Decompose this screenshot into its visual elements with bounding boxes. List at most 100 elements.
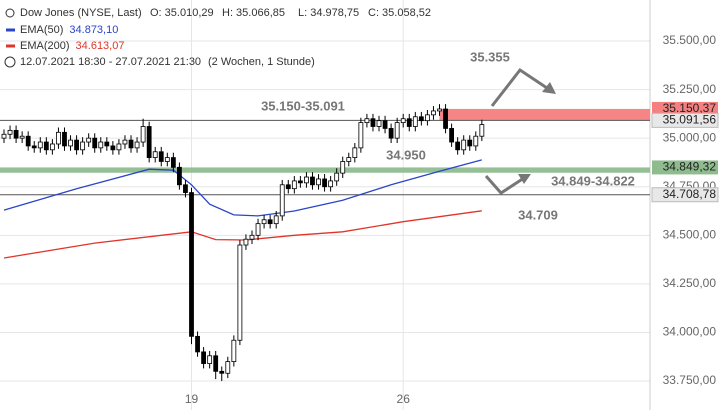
candle-body [7, 129, 13, 135]
candle-body [340, 161, 346, 174]
candle-body [358, 122, 364, 149]
candle-body [382, 120, 388, 129]
candle-body [231, 339, 237, 363]
candle-body [388, 128, 394, 139]
candle-body [1, 133, 7, 139]
candle-body [62, 131, 67, 147]
candle-body [479, 124, 485, 137]
candle-body [37, 141, 43, 149]
clock-icon [4, 56, 16, 68]
price-tag [651, 187, 719, 203]
arrow-head [542, 82, 556, 94]
ema-line [3, 210, 482, 259]
annotation: 34.709 [518, 207, 558, 222]
y-tick-label: 35.000,00 [663, 130, 717, 144]
candle-body [177, 166, 182, 186]
candle-body [279, 184, 285, 217]
candle-body [183, 184, 188, 193]
candle-body [104, 141, 110, 147]
candle-body [425, 114, 430, 122]
annotation: 34.849-34.822 [551, 173, 635, 188]
candle-body [255, 223, 261, 236]
price-tag-label: 34.708,78 [663, 187, 717, 201]
candle-body [56, 131, 61, 145]
candle-body [261, 219, 267, 225]
candle-body [219, 370, 225, 374]
candle-body [304, 176, 309, 184]
ohlc-value: H: 35.066,85 [222, 7, 285, 19]
candle-body [189, 192, 194, 337]
candle-body [49, 143, 55, 151]
annotation: 35.150-35.091 [261, 98, 345, 113]
arrow-head [518, 174, 531, 184]
candle-body [455, 141, 461, 151]
candle-body [146, 126, 152, 158]
candle-body [431, 110, 436, 116]
candle-body [19, 135, 25, 139]
candle-body [334, 172, 340, 182]
legend-label: EMA(200) [20, 40, 70, 52]
candle-body [98, 141, 104, 149]
candle-body [86, 137, 92, 143]
candle-body [412, 116, 418, 127]
zone [439, 108, 650, 121]
period: 12.07.2021 18:30 - 27.07.2021 21:30 [20, 56, 201, 68]
zones [0, 108, 650, 196]
price-tag [652, 101, 718, 116]
candle-body [80, 141, 86, 151]
labels: Dow Jones (NYSE, Last) O: 35.010,29 H: 3… [4, 7, 719, 406]
candle-body [316, 178, 321, 186]
candle-body [122, 139, 128, 145]
candle-body [461, 139, 467, 151]
candle-body [346, 157, 352, 162]
candle-body [225, 361, 231, 374]
ema-line [3, 159, 482, 217]
arrow [484, 175, 525, 195]
candle-body [31, 145, 37, 149]
candle-body [443, 108, 448, 129]
price-tag [652, 160, 718, 175]
lines [3, 159, 482, 259]
candle-body [291, 180, 297, 190]
interval: (2 Wochen, 1 Stunde) [208, 56, 315, 68]
candle-body [140, 126, 146, 143]
candle-body [467, 139, 473, 147]
candle-body [170, 157, 176, 168]
candle-body [297, 180, 303, 184]
candle-body [352, 147, 358, 158]
ohlc-value: C: 35.058,52 [368, 7, 431, 19]
price-tag-label: 35.150,37 [663, 101, 717, 115]
candle-body [322, 178, 327, 188]
candle-body [164, 157, 170, 162]
y-tick-label: 34.500,00 [663, 227, 717, 241]
candle-body [473, 135, 479, 147]
candle-body [158, 151, 164, 162]
zone [0, 167, 650, 173]
y-tick-label: 35.500,00 [663, 33, 717, 47]
candles [1, 104, 485, 382]
candle-body [237, 244, 243, 341]
candle-body [92, 137, 98, 149]
candle-body [243, 238, 249, 246]
candle-body [134, 141, 140, 149]
candle-body [394, 122, 400, 139]
candle-body [273, 215, 279, 225]
y-tick-label: 35.250,00 [663, 82, 717, 96]
candle-body [418, 116, 424, 122]
y-tick-label: 34.000,00 [663, 325, 717, 339]
candle-body [195, 335, 200, 353]
candle-body [43, 141, 49, 151]
candle-body [285, 184, 291, 190]
candle-body [152, 151, 158, 158]
price-tag [651, 112, 719, 128]
icon [5, 8, 15, 18]
candle-body [249, 234, 255, 240]
ohlc-value: O: 35.010,29 [150, 7, 214, 19]
candle-body [128, 139, 134, 149]
candle-body [376, 120, 382, 127]
candle-body [116, 143, 122, 151]
ohlc-value: L: 34.978,75 [298, 7, 359, 19]
y-tick-label: 33.750,00 [663, 373, 717, 387]
candle-body [68, 139, 73, 147]
